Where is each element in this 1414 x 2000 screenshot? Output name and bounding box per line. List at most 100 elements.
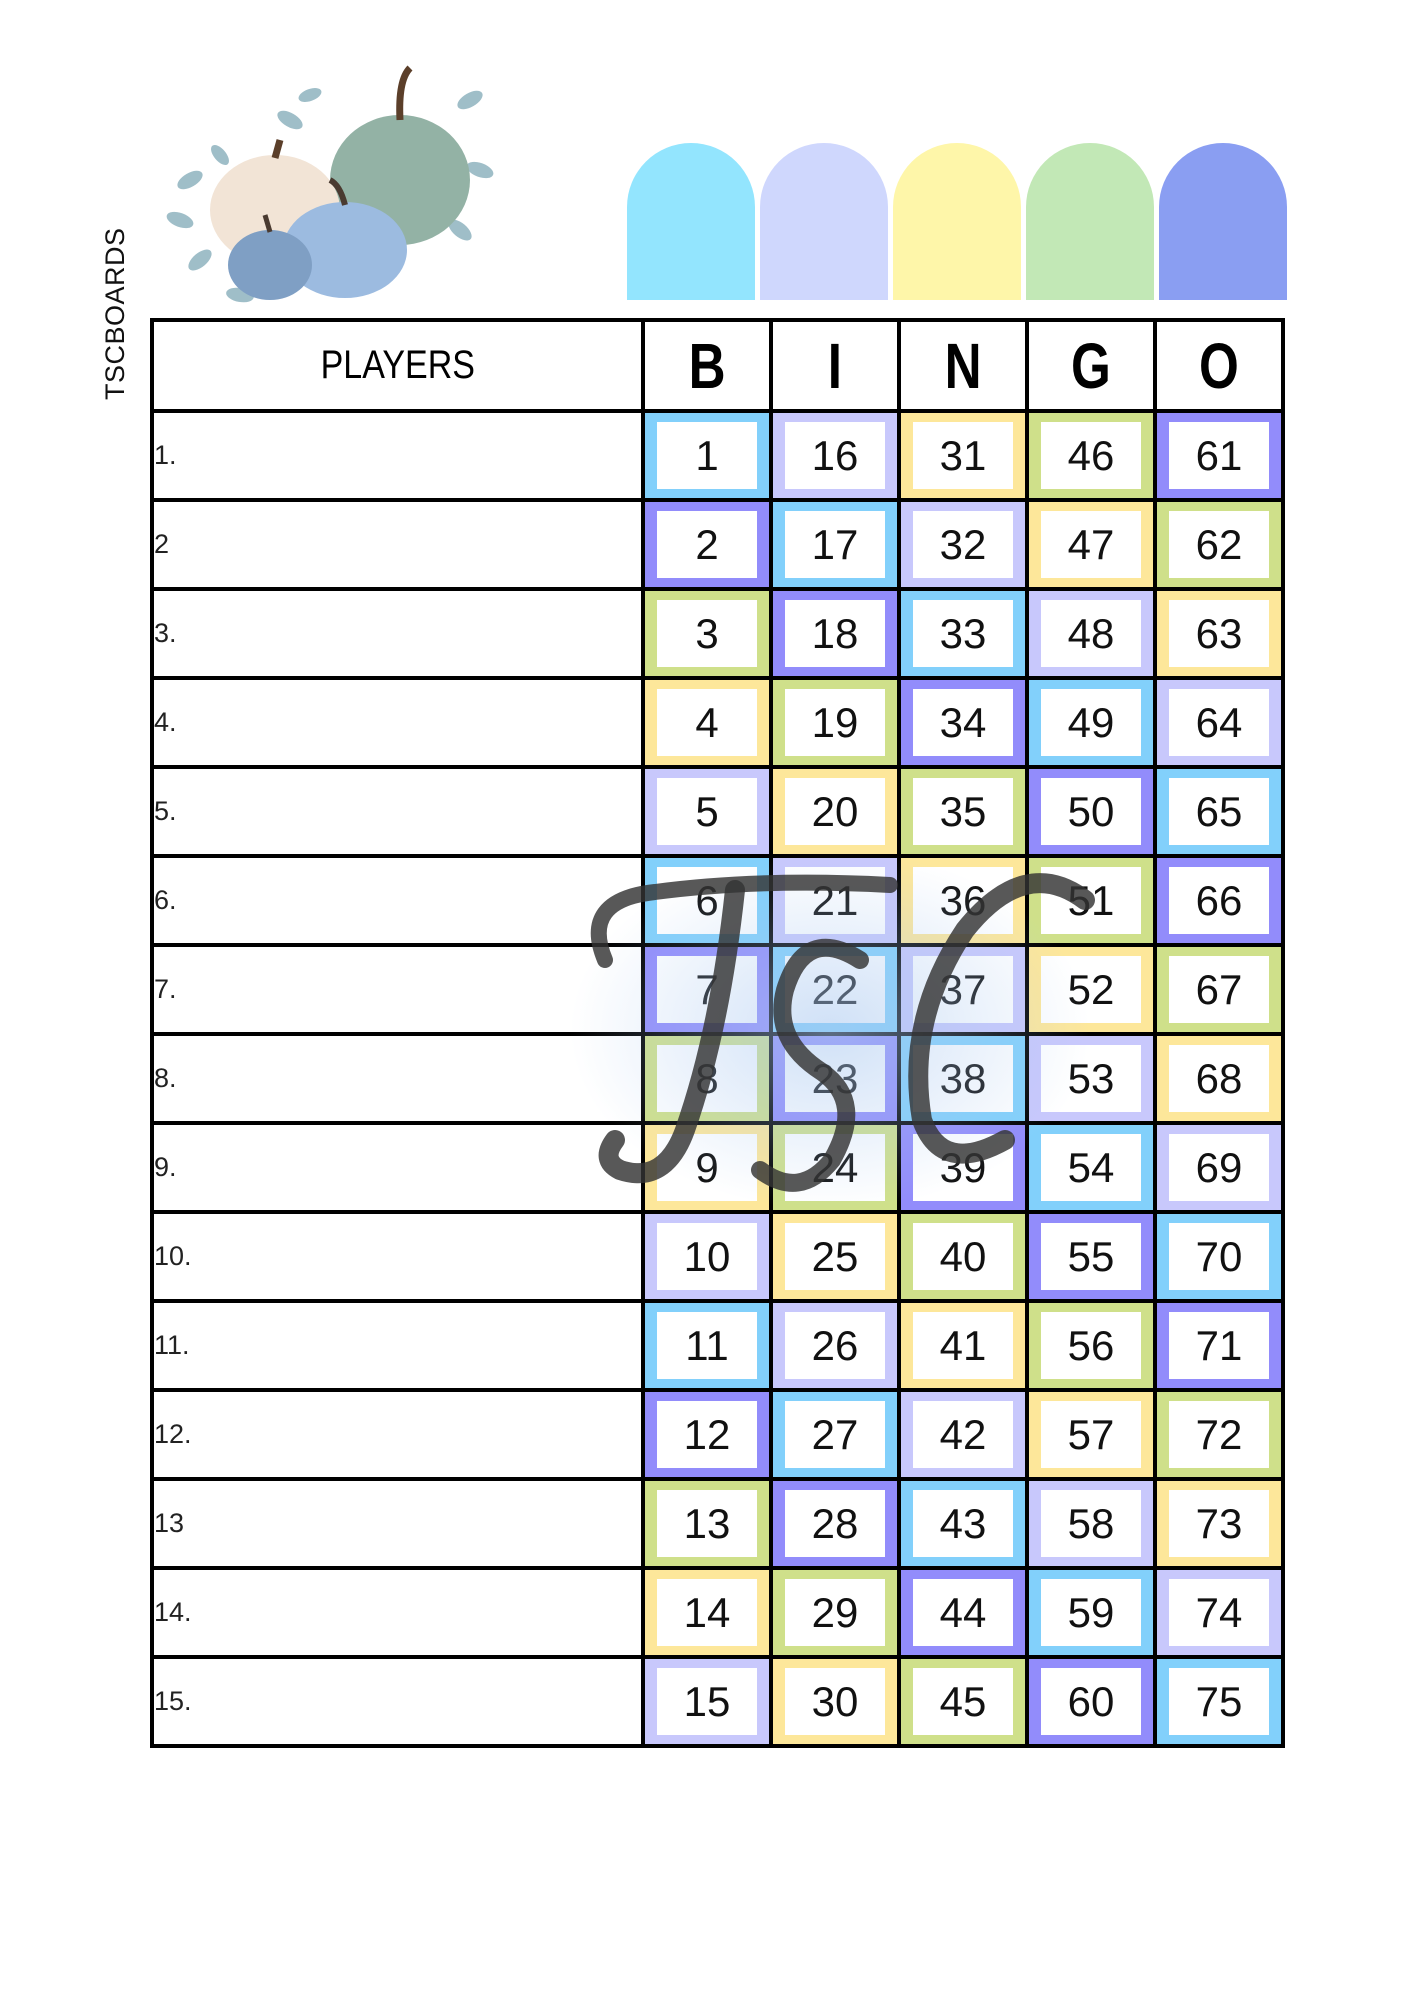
player-name-field[interactable]: 11. xyxy=(150,1299,645,1392)
number-cell-o: 63 xyxy=(1153,587,1285,680)
number-cell-n: 42 xyxy=(897,1388,1029,1481)
number-value: 26 xyxy=(785,1312,885,1379)
number-cell-b: 9 xyxy=(641,1121,773,1214)
player-name-field[interactable]: 12. xyxy=(150,1388,645,1481)
number-cell-i: 20 xyxy=(769,765,901,858)
player-name-field[interactable]: 5. xyxy=(150,765,645,858)
number-value: 9 xyxy=(657,1134,757,1201)
letter-g: G xyxy=(1025,318,1157,413)
number-value: 1 xyxy=(657,422,757,489)
number-value: 43 xyxy=(913,1490,1013,1557)
number-value: 65 xyxy=(1169,778,1269,845)
player-name-field[interactable]: 6. xyxy=(150,854,645,947)
letter-n-text: N xyxy=(944,329,982,402)
player-name-field[interactable]: 10. xyxy=(150,1210,645,1303)
number-cell-o: 66 xyxy=(1153,854,1285,947)
number-value: 15 xyxy=(657,1668,757,1735)
number-cell-i: 21 xyxy=(769,854,901,947)
player-row: 13 13 28 43 58 73 xyxy=(150,1477,1285,1570)
number-cell-n: 38 xyxy=(897,1032,1029,1125)
number-value: 44 xyxy=(913,1579,1013,1646)
player-name-field[interactable]: 9. xyxy=(150,1121,645,1214)
number-cell-o: 69 xyxy=(1153,1121,1285,1214)
number-cell-n: 41 xyxy=(897,1299,1029,1392)
player-name-field[interactable]: 2 xyxy=(150,498,645,591)
number-cell-g: 52 xyxy=(1025,943,1157,1036)
player-name-field[interactable]: 13 xyxy=(150,1477,645,1570)
number-value: 67 xyxy=(1169,956,1269,1023)
number-value: 72 xyxy=(1169,1401,1269,1468)
number-value: 38 xyxy=(913,1045,1013,1112)
number-cell-g: 51 xyxy=(1025,854,1157,947)
number-value: 31 xyxy=(913,422,1013,489)
number-value: 59 xyxy=(1041,1579,1141,1646)
number-cell-b: 10 xyxy=(641,1210,773,1303)
number-value: 70 xyxy=(1169,1223,1269,1290)
arch-n xyxy=(893,143,1021,300)
number-cell-o: 68 xyxy=(1153,1032,1285,1125)
number-cell-n: 36 xyxy=(897,854,1029,947)
number-cell-o: 72 xyxy=(1153,1388,1285,1481)
number-value: 74 xyxy=(1169,1579,1269,1646)
number-cell-b: 8 xyxy=(641,1032,773,1125)
player-row: 4. 4 19 34 49 64 xyxy=(150,676,1285,769)
number-cell-i: 27 xyxy=(769,1388,901,1481)
player-name-field[interactable]: 8. xyxy=(150,1032,645,1125)
number-cell-o: 71 xyxy=(1153,1299,1285,1392)
number-cell-i: 29 xyxy=(769,1566,901,1659)
number-cell-g: 57 xyxy=(1025,1388,1157,1481)
number-cell-o: 75 xyxy=(1153,1655,1285,1748)
number-value: 49 xyxy=(1041,689,1141,756)
player-row: 5. 5 20 35 50 65 xyxy=(150,765,1285,858)
number-cell-i: 28 xyxy=(769,1477,901,1570)
color-arches xyxy=(627,143,1287,300)
number-cell-i: 25 xyxy=(769,1210,901,1303)
player-row: 8. 8 23 38 53 68 xyxy=(150,1032,1285,1125)
number-value: 63 xyxy=(1169,600,1269,667)
number-cell-n: 40 xyxy=(897,1210,1029,1303)
number-cell-n: 45 xyxy=(897,1655,1029,1748)
player-row: 12. 12 27 42 57 72 xyxy=(150,1388,1285,1481)
number-value: 71 xyxy=(1169,1312,1269,1379)
number-value: 57 xyxy=(1041,1401,1141,1468)
number-value: 36 xyxy=(913,867,1013,934)
number-value: 25 xyxy=(785,1223,885,1290)
number-cell-g: 50 xyxy=(1025,765,1157,858)
number-cell-o: 65 xyxy=(1153,765,1285,858)
player-name-field[interactable]: 14. xyxy=(150,1566,645,1659)
number-cell-g: 48 xyxy=(1025,587,1157,680)
number-value: 27 xyxy=(785,1401,885,1468)
number-value: 48 xyxy=(1041,600,1141,667)
arch-b xyxy=(627,143,755,300)
number-cell-g: 60 xyxy=(1025,1655,1157,1748)
player-name-field[interactable]: 3. xyxy=(150,587,645,680)
number-cell-g: 55 xyxy=(1025,1210,1157,1303)
number-cell-g: 58 xyxy=(1025,1477,1157,1570)
number-cell-o: 70 xyxy=(1153,1210,1285,1303)
number-value: 19 xyxy=(785,689,885,756)
number-value: 56 xyxy=(1041,1312,1141,1379)
number-value: 66 xyxy=(1169,867,1269,934)
number-cell-b: 5 xyxy=(641,765,773,858)
number-value: 30 xyxy=(785,1668,885,1735)
number-value: 35 xyxy=(913,778,1013,845)
letter-g-text: G xyxy=(1071,329,1111,402)
number-cell-b: 11 xyxy=(641,1299,773,1392)
number-cell-n: 43 xyxy=(897,1477,1029,1570)
player-name-field[interactable]: 4. xyxy=(150,676,645,769)
number-cell-o: 67 xyxy=(1153,943,1285,1036)
number-value: 75 xyxy=(1169,1668,1269,1735)
player-name-field[interactable]: 7. xyxy=(150,943,645,1036)
number-value: 23 xyxy=(785,1045,885,1112)
number-value: 68 xyxy=(1169,1045,1269,1112)
number-value: 53 xyxy=(1041,1045,1141,1112)
player-name-field[interactable]: 1. xyxy=(150,409,645,502)
player-row: 6. 6 21 36 51 66 xyxy=(150,854,1285,947)
player-row: 7. 7 22 37 52 67 xyxy=(150,943,1285,1036)
number-cell-g: 49 xyxy=(1025,676,1157,769)
number-value: 8 xyxy=(657,1045,757,1112)
arch-i xyxy=(760,143,888,300)
player-name-field[interactable]: 15. xyxy=(150,1655,645,1748)
number-cell-b: 14 xyxy=(641,1566,773,1659)
number-cell-b: 13 xyxy=(641,1477,773,1570)
